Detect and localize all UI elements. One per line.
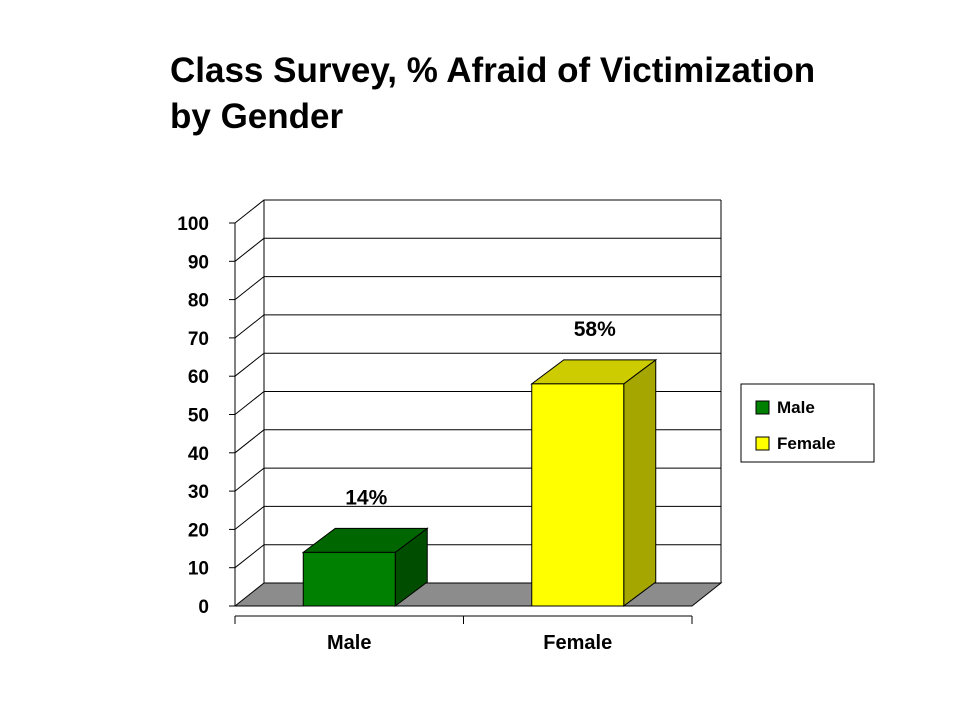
y-tick-label: 70 xyxy=(188,329,209,350)
x-axis: Male Female xyxy=(234,615,693,654)
gridline xyxy=(234,314,721,339)
data-label: 58% xyxy=(574,318,616,341)
gridline xyxy=(234,352,721,377)
y-tick-label: 10 xyxy=(188,559,209,580)
bars xyxy=(301,358,658,607)
legend-label-female: Female xyxy=(777,434,836,453)
legend-swatch-female xyxy=(755,436,770,451)
data-labels: 14% 58% xyxy=(345,318,616,510)
y-axis: 0 10 20 30 40 50 60 70 80 90 100 xyxy=(177,214,235,618)
y-tick-label: 60 xyxy=(188,367,209,388)
gridline xyxy=(234,276,721,300)
chart-title: Class Survey, % Afraid of Victimization … xyxy=(170,48,890,140)
bar-front xyxy=(531,383,625,607)
gridline xyxy=(234,199,721,224)
y-tick-label: 30 xyxy=(188,482,209,503)
legend: Male Female xyxy=(740,383,875,463)
data-label: 14% xyxy=(345,486,387,509)
y-tick-label: 80 xyxy=(188,291,209,312)
y-tick-label: 50 xyxy=(188,406,209,427)
bar-side xyxy=(623,358,657,607)
legend-swatch-male xyxy=(755,400,770,415)
gridline xyxy=(234,237,721,262)
y-tick-label: 40 xyxy=(188,444,209,465)
bar-male xyxy=(301,527,429,607)
y-tick-label: 0 xyxy=(198,597,209,618)
chart-title-line-1: Class Survey, % Afraid of Victimization xyxy=(170,51,816,90)
y-tick-label: 20 xyxy=(188,520,209,541)
bar-female xyxy=(530,358,658,607)
x-tick-label: Female xyxy=(543,632,612,654)
x-tick-label: Male xyxy=(327,632,371,654)
legend-label-male: Male xyxy=(777,398,815,417)
chart-title-line-2: by Gender xyxy=(170,97,344,136)
bar-front xyxy=(302,551,396,607)
y-tick-label: 100 xyxy=(177,214,209,235)
y-tick-label: 90 xyxy=(188,252,209,273)
